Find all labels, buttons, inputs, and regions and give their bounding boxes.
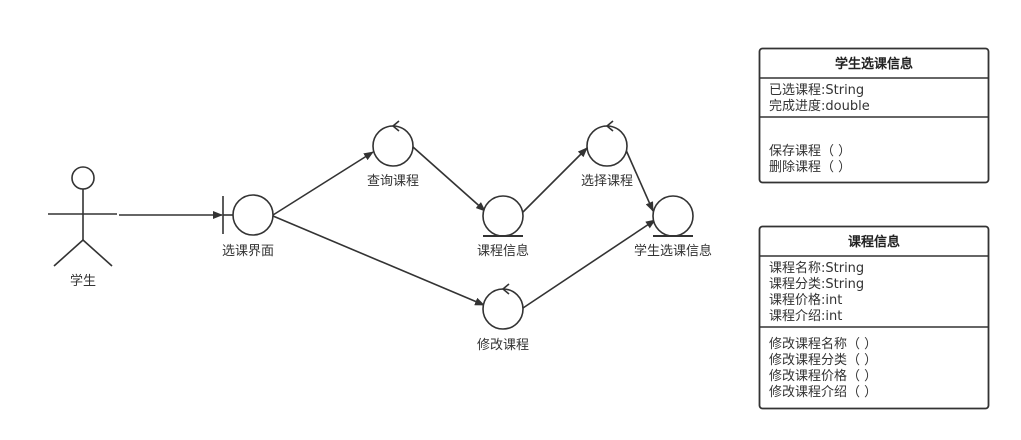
class-box-student-course: 学生选课信息 已选课程:String 完成进度:double 保存课程（ ） 删… [758,47,990,184]
control-object-select: 选择课程 [581,120,633,189]
arrow-course-info-to-select [522,147,588,213]
class-method: 修改课程名称（ ） [769,336,877,352]
arrow-ui-to-modify [272,215,485,306]
control-arrow-icon [501,283,510,295]
control-circle [372,125,414,167]
class-attribute: 完成进度:double [769,98,870,114]
boundary-label: 选课界面 [222,244,274,259]
connections [119,146,656,309]
boundary-object-ui: 选课界面 [222,194,274,259]
entity-circle [652,195,694,237]
entity-label: 课程信息 [477,243,529,259]
class-attribute: 课程分类:String [769,277,864,292]
control-label: 修改课程 [477,338,529,353]
class-attribute: 课程价格:int [769,292,842,308]
actor-head [71,166,95,190]
class-box-frame [758,225,990,410]
control-label: 选择课程 [581,174,633,189]
boundary-circle [232,194,274,236]
actor-label: 学生 [70,273,96,289]
class-attribute: 课程名称:String [769,260,864,276]
entity-object-student-course: 学生选课信息 [634,195,712,259]
arrow-query-to-course-info [412,146,486,212]
class-box-frame [758,47,990,184]
control-object-modify: 修改课程 [477,283,529,353]
class-method: 修改课程价格（ ） [769,368,877,384]
actor-left-leg [53,239,84,267]
class-attribute: 课程介绍:int [769,309,842,324]
control-circle [482,288,524,330]
entity-label: 学生选课信息 [634,243,712,259]
arrow-ui-to-query [272,151,374,216]
arrow-modify-to-student-course [522,219,656,309]
control-arrow-icon [605,120,614,132]
control-arrow-icon [391,120,400,132]
control-label: 查询课程 [367,174,419,189]
control-object-query: 查询课程 [367,120,419,189]
entity-circle [482,195,524,237]
actor-right-leg [82,239,113,267]
arrow-select-to-student-course [625,149,654,212]
class-title: 课程信息 [848,234,900,250]
class-title: 学生选课信息 [835,56,913,72]
actor-student: 学生 [48,166,117,289]
class-method: 删除课程（ ） [769,160,851,175]
class-method: 保存课程（ ） [769,144,851,159]
class-box-course: 课程信息 课程名称:String 课程分类:String 课程价格:int 课程… [758,225,990,410]
class-attribute: 已选课程:String [769,83,864,98]
entity-object-course-info: 课程信息 [477,195,529,259]
class-method: 修改课程介绍（ ） [769,385,877,400]
class-method: 修改课程分类（ ） [769,353,877,368]
control-circle [586,125,628,167]
